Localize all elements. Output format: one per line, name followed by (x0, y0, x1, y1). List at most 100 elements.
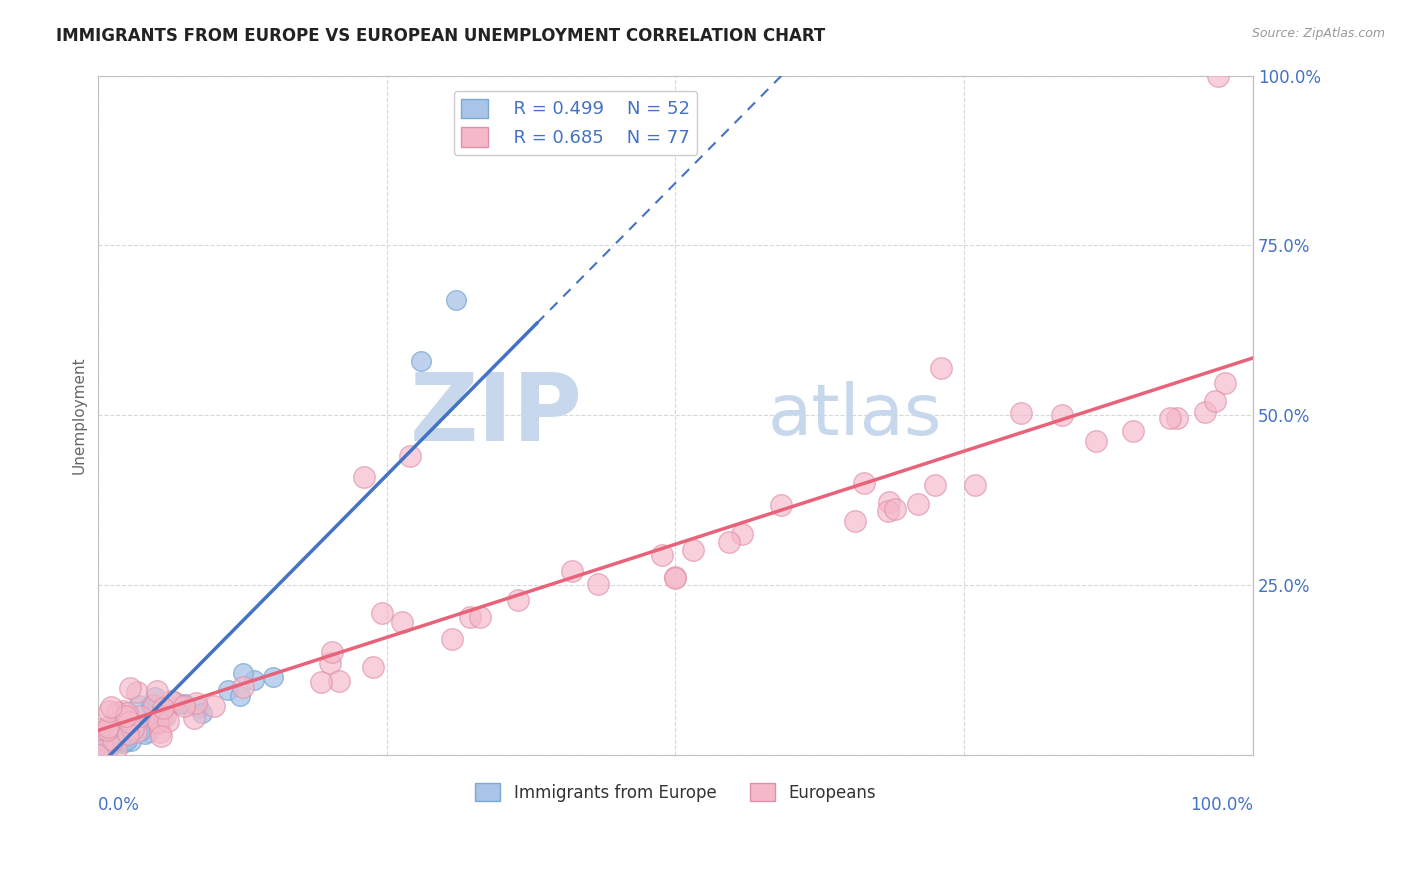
Point (143, 698, 166, 712)
Point (118, 681, 141, 696)
Point (98, 723, 121, 738)
Point (101, 735, 124, 749)
Point (87, 747, 110, 762)
Point (146, 716, 169, 731)
Point (1213, 376, 1236, 391)
Point (664, 571, 686, 585)
Point (844, 514, 866, 528)
Point (217, 683, 239, 698)
Point (115, 706, 138, 720)
Text: atlas: atlas (768, 381, 942, 450)
Point (87, 743, 110, 757)
Point (1159, 410, 1181, 425)
Point (162, 695, 184, 709)
Point (112, 736, 135, 750)
Point (907, 497, 929, 511)
Point (561, 564, 583, 578)
Point (321, 645, 343, 659)
Point (111, 731, 134, 745)
Point (167, 697, 190, 711)
Point (111, 734, 134, 748)
Point (121, 721, 143, 735)
Point (120, 733, 142, 747)
Point (143, 704, 166, 718)
Point (87, 723, 110, 737)
Point (149, 725, 172, 739)
Point (98, 704, 121, 718)
Point (361, 660, 384, 674)
Point (174, 697, 197, 711)
Point (139, 698, 162, 712)
Point (232, 681, 254, 695)
Point (1052, 409, 1074, 423)
Point (150, 729, 173, 743)
Point (128, 723, 150, 738)
Point (93, 736, 115, 750)
Text: IMMIGRANTS FROM EUROPE VS EUROPEAN UNEMPLOYMENT CORRELATION CHART: IMMIGRANTS FROM EUROPE VS EUROPEAN UNEMP… (56, 27, 825, 45)
Point (160, 694, 183, 708)
Point (440, 632, 463, 647)
Point (924, 478, 946, 492)
Point (108, 733, 131, 747)
Point (103, 731, 125, 745)
Point (97, 720, 120, 734)
Point (146, 715, 169, 730)
Point (98, 738, 121, 752)
Text: 100.0%: 100.0% (1189, 797, 1253, 814)
Point (115, 708, 138, 723)
Point (87, 747, 110, 762)
Point (122, 723, 145, 737)
Point (1010, 406, 1032, 420)
Point (353, 469, 375, 483)
Point (122, 722, 145, 736)
Point (125, 724, 148, 739)
Point (107, 705, 129, 719)
Point (391, 615, 413, 629)
Point (229, 690, 252, 704)
Point (128, 722, 150, 736)
Point (184, 696, 207, 710)
Point (152, 703, 174, 717)
Point (142, 700, 165, 714)
Point (770, 498, 793, 512)
Point (104, 725, 127, 739)
Point (114, 734, 136, 748)
Point (460, 610, 482, 624)
Point (117, 733, 139, 747)
Point (586, 577, 609, 591)
Point (128, 720, 150, 734)
Point (93, 740, 115, 755)
Point (103, 731, 125, 745)
Point (90, 746, 112, 760)
Point (183, 711, 205, 725)
Point (111, 705, 134, 719)
Point (319, 656, 342, 670)
Point (134, 727, 156, 741)
Point (717, 535, 740, 549)
Point (370, 607, 392, 621)
Point (309, 674, 332, 689)
Point (1084, 434, 1107, 448)
Point (146, 713, 169, 727)
Point (1204, 393, 1226, 408)
Point (852, 476, 875, 491)
Point (470, 610, 492, 624)
Point (883, 502, 905, 516)
Point (202, 699, 225, 714)
Point (136, 724, 159, 739)
Point (96, 723, 118, 737)
Point (411, 354, 433, 368)
Text: Source: ZipAtlas.com: Source: ZipAtlas.com (1251, 27, 1385, 40)
Point (1206, 69, 1229, 83)
Point (104, 742, 127, 756)
Point (262, 670, 284, 684)
Point (153, 709, 176, 723)
Point (100, 699, 122, 714)
Point (90, 739, 112, 753)
Point (101, 723, 124, 737)
Point (117, 726, 139, 740)
Point (651, 549, 673, 563)
Point (1194, 405, 1216, 419)
Point (506, 593, 529, 607)
Point (682, 542, 704, 557)
